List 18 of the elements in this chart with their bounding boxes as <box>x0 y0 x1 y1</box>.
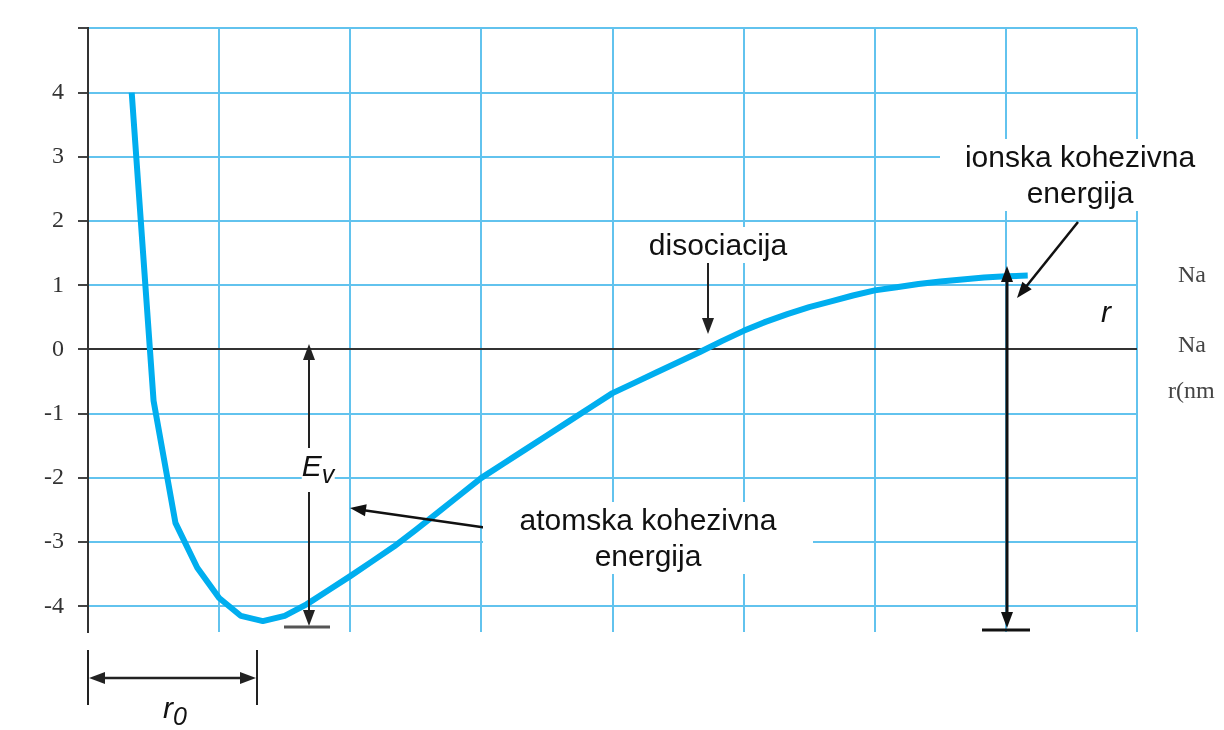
text: Na <box>1178 330 1206 359</box>
y-tick-label: -3 <box>44 527 64 554</box>
y-tick-label: 0 <box>52 334 64 361</box>
text: Na <box>1178 260 1206 289</box>
y-tick-label: -4 <box>44 591 64 618</box>
annotation: E$_{v}$ <box>301 448 335 492</box>
y-tick-label: -2 <box>44 463 64 490</box>
y-tick-label: 3 <box>52 142 64 169</box>
annotation: r <box>1101 294 1111 330</box>
y-tick-label: 2 <box>52 206 64 233</box>
annotation: ionska kohezivna energija <box>940 139 1220 211</box>
annotation: atomska kohezivna energija <box>483 502 813 574</box>
y-tick-label: 1 <box>52 270 64 297</box>
annotation: disociacija <box>648 227 788 263</box>
text: r(nm <box>1168 376 1215 405</box>
text: r$_{0}$ <box>163 690 187 730</box>
y-tick-label: 4 <box>52 77 64 104</box>
y-tick-label: -1 <box>44 398 64 425</box>
